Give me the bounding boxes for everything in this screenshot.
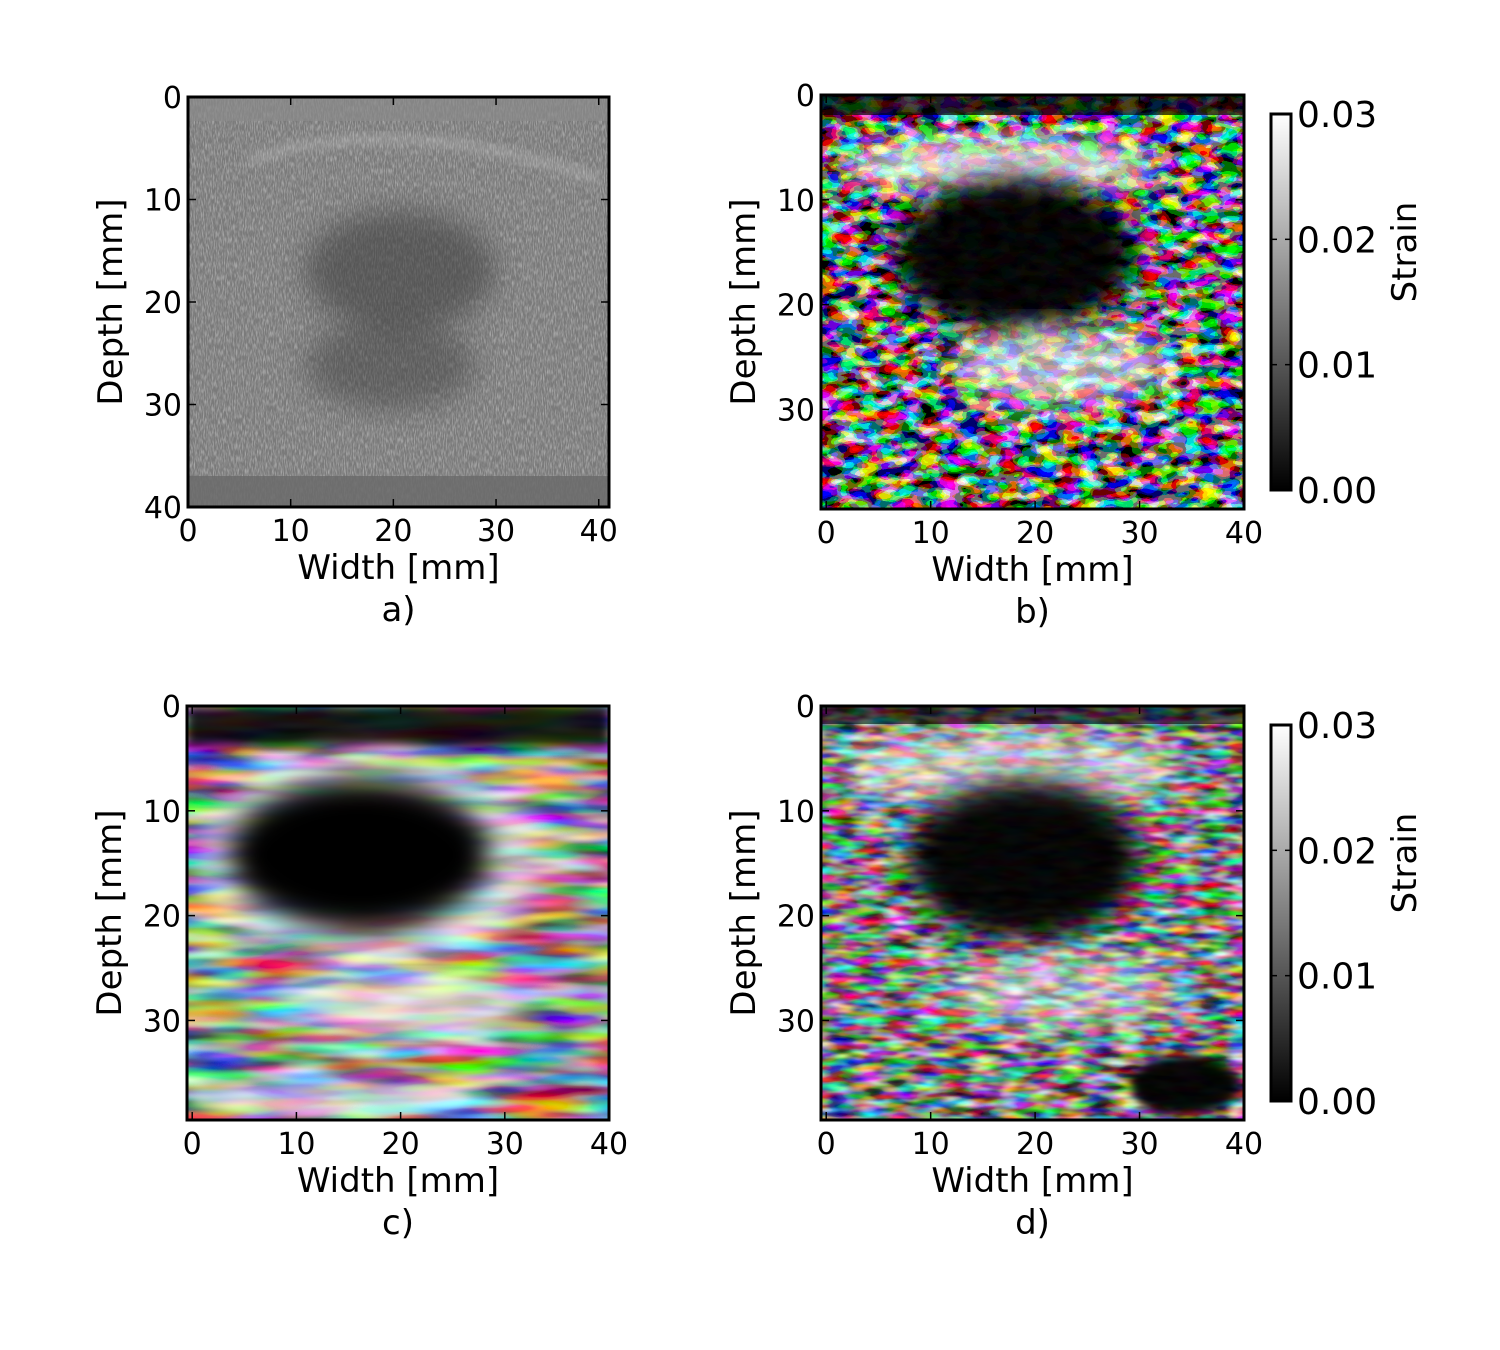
colorbar-tick-label: 0.01 (1297, 346, 1377, 387)
y-axis-label: Depth [mm] (90, 809, 130, 1016)
colorbar-tick-label: 0.00 (1297, 471, 1377, 512)
y-tick-label: 20 (144, 286, 182, 321)
panel-d-image (821, 706, 1244, 1120)
panel-a-image (188, 97, 609, 507)
colorbar-label: Strain (1385, 813, 1425, 914)
x-tick-label: 20 (382, 1127, 420, 1162)
x-tick-label: 40 (1225, 1127, 1263, 1162)
x-tick-label: 0 (817, 516, 836, 551)
x-tick-label: 30 (1120, 1127, 1158, 1162)
y-tick-label: 30 (777, 393, 815, 428)
x-axis-label: Width [mm] (297, 548, 499, 588)
panel-label: a) (381, 590, 415, 630)
colorbar-tick-label: 0.00 (1297, 1082, 1377, 1123)
panel-label: c) (382, 1203, 414, 1243)
y-tick-label: 20 (777, 900, 815, 935)
y-tick-label: 0 (162, 690, 181, 725)
y-axis-label: Depth [mm] (91, 198, 131, 405)
x-tick-label: 30 (486, 1127, 524, 1162)
colorbar-label: Strain (1385, 202, 1425, 303)
x-tick-label: 20 (1016, 1127, 1054, 1162)
colorbar: 0.00 0.01 0.02 0.03 Strain (1269, 95, 1425, 512)
x-tick-label: 0 (817, 1127, 836, 1162)
panel-label: d) (1015, 1203, 1050, 1243)
x-tick-label: 10 (277, 1127, 315, 1162)
colorbar: 0.00 0.01 0.02 0.03 Strain (1269, 706, 1425, 1123)
colorbar-tick-label: 0.03 (1297, 706, 1377, 747)
x-tick-label: 20 (1016, 516, 1054, 551)
colorbar-gradient (1269, 112, 1293, 492)
x-tick-label: 0 (183, 1127, 202, 1162)
panel-label: b) (1015, 592, 1050, 632)
x-tick-label: 30 (1120, 516, 1158, 551)
y-tick-label: 0 (796, 79, 815, 114)
y-axis-label: Depth [mm] (724, 198, 764, 405)
y-tick-label: 30 (777, 1004, 815, 1039)
panel-c-image (187, 706, 609, 1120)
x-axis-label: Width [mm] (931, 1161, 1133, 1201)
y-tick-label: 10 (144, 184, 182, 219)
x-tick-label: 10 (272, 514, 310, 549)
x-axis-label: Width [mm] (931, 550, 1133, 590)
panel-b-image (821, 95, 1244, 509)
x-tick-label: 40 (1225, 516, 1263, 551)
x-tick-label: 10 (912, 516, 950, 551)
y-tick-label: 30 (144, 389, 182, 424)
x-tick-label: 40 (580, 514, 618, 549)
y-tick-label: 0 (163, 81, 182, 116)
plot-frame (185, 704, 611, 1122)
y-tick-label: 20 (143, 900, 181, 935)
x-tick-label: 30 (477, 514, 515, 549)
y-tick-label: 0 (796, 690, 815, 725)
colorbar-tick-label: 0.03 (1297, 95, 1377, 136)
y-tick-label: 10 (777, 184, 815, 219)
y-tick-label: 30 (143, 1004, 181, 1039)
y-tick-label: 40 (144, 491, 182, 526)
plot-frame (819, 93, 1246, 511)
x-tick-label: 10 (912, 1127, 950, 1162)
x-tick-label: 0 (178, 514, 197, 549)
plot-frame (819, 704, 1246, 1122)
colorbar-tick-label: 0.02 (1297, 831, 1377, 872)
y-tick-label: 10 (777, 795, 815, 830)
colorbar-tick-label: 0.02 (1297, 220, 1377, 261)
x-tick-label: 40 (590, 1127, 628, 1162)
x-axis-label: Width [mm] (297, 1161, 499, 1201)
x-tick-label: 20 (374, 514, 412, 549)
y-tick-label: 10 (143, 795, 181, 830)
colorbar-tick-label: 0.01 (1297, 957, 1377, 998)
colorbar-gradient (1269, 723, 1293, 1103)
y-tick-label: 20 (777, 289, 815, 324)
y-axis-label: Depth [mm] (724, 809, 764, 1016)
